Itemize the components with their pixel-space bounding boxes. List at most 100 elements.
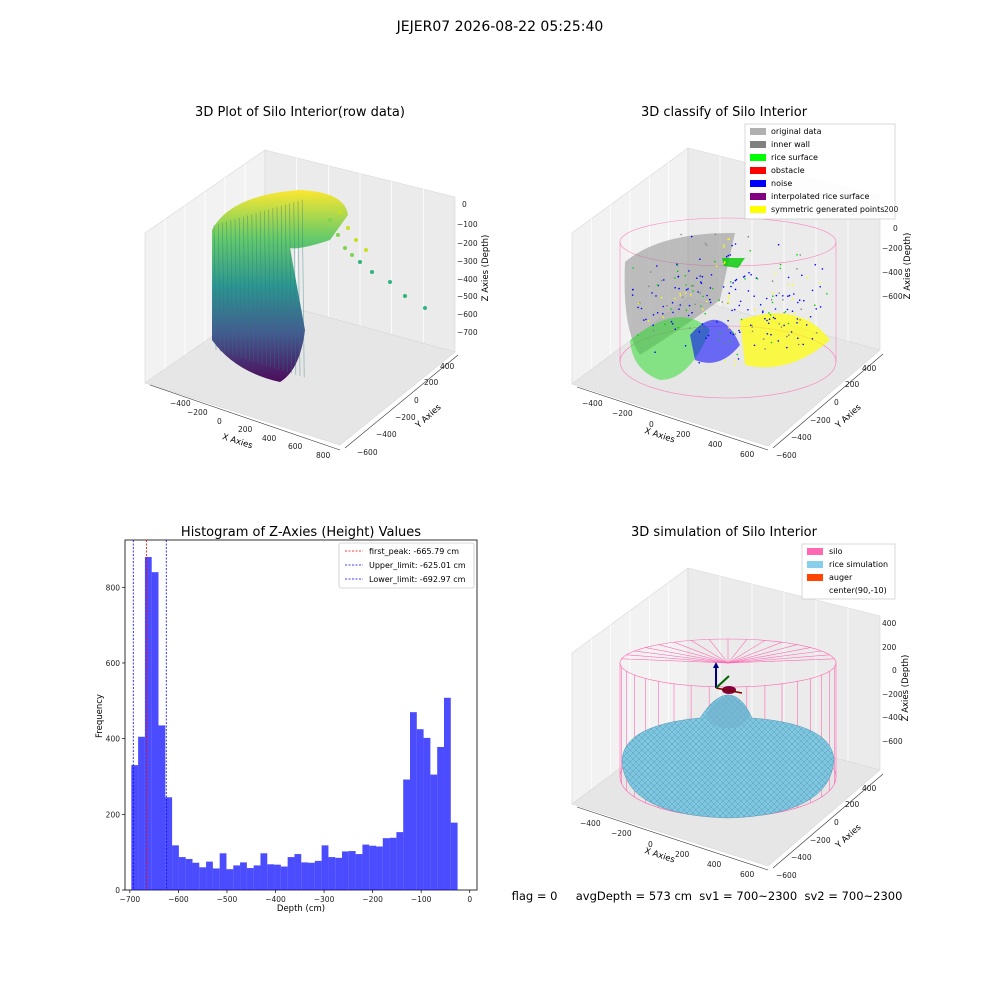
simulation-3d-xtick: 200 bbox=[675, 850, 690, 859]
histogram-x-ticks: −700 −600 −500 −400 −300 −200 −100 0 bbox=[120, 890, 472, 904]
histogram-bar bbox=[443, 697, 451, 890]
histogram-bar bbox=[240, 862, 247, 890]
raw-3d-ytick: −200 bbox=[395, 413, 416, 422]
legend-first-peak: first_peak: -665.79 cm bbox=[369, 547, 459, 556]
histogram-bar bbox=[138, 736, 145, 890]
histogram-bar bbox=[369, 845, 377, 890]
classify-3d-ytick: 200 bbox=[845, 380, 860, 389]
simulation-3d-x-tick-labels: −400 −200 0 200 400 600 bbox=[580, 819, 755, 879]
histogram-xtick-label: −600 bbox=[168, 895, 189, 904]
classify-3d-ytick: −400 bbox=[791, 433, 812, 442]
histogram-bar bbox=[416, 729, 424, 890]
histogram-xtick-label: −700 bbox=[120, 895, 141, 904]
legend-inner-wall: inner wall bbox=[771, 140, 810, 149]
simulation-3d-panel: 3D simulation of Silo Interior bbox=[571, 525, 911, 880]
histogram-panel: Histogram of Z-Axies (Height) Values −70… bbox=[95, 525, 478, 914]
histogram-bar bbox=[246, 868, 254, 890]
classify-3d-panel: 3D classify of Silo Interior orig bbox=[571, 105, 913, 460]
classify-3d-y-tick-labels: −600 −400 −200 0 200 400 bbox=[776, 364, 877, 460]
raw-3d-ytick: −600 bbox=[357, 448, 378, 457]
histogram-bar bbox=[172, 845, 179, 890]
raw-3d-title: 3D Plot of Silo Interior(row data) bbox=[195, 105, 405, 120]
classify-3d-ztick: 0 bbox=[893, 224, 898, 233]
raw-3d-ytick: 0 bbox=[414, 396, 419, 405]
raw-3d-zlabel: Z Axies (Depth) bbox=[481, 235, 491, 302]
classify-3d-ztick: −200 bbox=[882, 244, 903, 253]
simulation-3d-ytick: −600 bbox=[776, 871, 797, 880]
raw-3d-ztick: −300 bbox=[457, 257, 478, 266]
histogram-bar bbox=[274, 864, 281, 890]
legend-original-data: original data bbox=[771, 127, 822, 136]
classify-3d-ztick: −600 bbox=[882, 292, 903, 301]
raw-3d-xtick: 200 bbox=[238, 425, 253, 434]
legend-upper-limit: Upper_limit: -625.01 cm bbox=[369, 561, 466, 570]
histogram-bar bbox=[185, 858, 193, 890]
histogram-bar bbox=[158, 725, 166, 890]
classify-3d-z-tick-labels: 200 0 −200 −400 −600 bbox=[882, 205, 903, 301]
histogram-xlabel: Depth (cm) bbox=[277, 904, 325, 914]
simulation-3d-xtick: −200 bbox=[611, 829, 632, 838]
histogram-bar bbox=[403, 779, 410, 890]
raw-3d-xtick: 400 bbox=[262, 434, 277, 443]
legend-silo: silo bbox=[829, 547, 843, 556]
histogram-xtick-label: −300 bbox=[314, 895, 335, 904]
histogram-bar bbox=[409, 712, 417, 890]
simulation-3d-ztick: 200 bbox=[882, 643, 897, 652]
simulation-3d-zlabel: Z Axies (Depth) bbox=[901, 655, 911, 722]
classify-3d-ztick: 200 bbox=[884, 205, 899, 214]
classify-3d-ytick: 0 bbox=[834, 398, 839, 407]
histogram-ytick-label: 600 bbox=[106, 659, 121, 668]
raw-3d-ylabel: Y Axies bbox=[413, 402, 444, 431]
histogram-bar bbox=[382, 838, 390, 890]
raw-3d-xlabel: X Axies bbox=[221, 432, 254, 451]
legend-lower-limit: Lower_limit: -692.97 cm bbox=[369, 575, 466, 584]
legend-rice-surface: rice surface bbox=[771, 153, 818, 162]
legend-swatch-original-data bbox=[750, 128, 766, 135]
rice-simulation-surface bbox=[621, 694, 835, 819]
simulation-3d-ytick: −200 bbox=[810, 836, 831, 845]
classify-3d-x-tick-labels: −400 −200 0 200 400 600 bbox=[582, 399, 755, 459]
legend-swatch-auger bbox=[807, 574, 823, 581]
histogram-ytick-label: 800 bbox=[106, 583, 121, 592]
classify-3d-ytick: −200 bbox=[810, 416, 831, 425]
raw-3d-ztick: −500 bbox=[457, 292, 478, 301]
simulation-3d-ztick: −400 bbox=[882, 713, 903, 722]
histogram-ytick-label: 200 bbox=[106, 810, 121, 819]
simulation-3d-ztick: −600 bbox=[882, 737, 903, 746]
raw-3d-z-tick-labels: 0 −100 −200 −300 −400 −500 −600 −700 bbox=[457, 200, 478, 337]
histogram-bar bbox=[342, 851, 349, 890]
histogram-vlines bbox=[132, 540, 167, 890]
raw-3d-ytick: 400 bbox=[440, 362, 455, 371]
simulation-3d-xlabel: X Axies bbox=[643, 846, 676, 865]
histogram-bar bbox=[355, 854, 363, 890]
classify-3d-xtick: 0 bbox=[649, 420, 654, 429]
legend-swatch-rice-surface bbox=[750, 154, 766, 161]
raw-3d-ztick: −400 bbox=[457, 275, 478, 284]
raw-3d-ztick: −200 bbox=[457, 239, 478, 248]
status-line: flag = 0 avgDepth = 573 cm sv1 = 700~230… bbox=[512, 889, 903, 903]
classify-3d-ztick: −400 bbox=[882, 268, 903, 277]
histogram-bar bbox=[389, 837, 397, 890]
simulation-3d-ztick: 400 bbox=[882, 619, 897, 628]
raw-3d-xtick: −400 bbox=[170, 399, 191, 408]
simulation-3d-ytick: −400 bbox=[791, 853, 812, 862]
histogram-bar bbox=[280, 866, 288, 890]
classify-3d-xlabel: X Axies bbox=[643, 426, 676, 445]
simulation-3d-z-tick-labels: 400 200 0 −200 −400 −600 bbox=[882, 619, 903, 746]
simulation-3d-xtick: −400 bbox=[580, 819, 601, 828]
classify-3d-xtick: −400 bbox=[582, 399, 603, 408]
histogram-bar bbox=[212, 868, 220, 890]
classify-3d-title: 3D classify of Silo Interior bbox=[641, 105, 808, 120]
simulation-3d-ytick: 400 bbox=[862, 784, 877, 793]
legend-swatch-symmetric bbox=[750, 206, 766, 213]
histogram-bar bbox=[301, 862, 309, 890]
legend-swatch-silo bbox=[807, 548, 823, 555]
legend-auger: auger bbox=[829, 573, 853, 582]
simulation-3d-ztick: −200 bbox=[882, 690, 903, 699]
histogram-xtick-label: −100 bbox=[411, 895, 432, 904]
histogram-bar bbox=[396, 832, 404, 890]
classify-3d-legend: original data inner wall rice surface ob… bbox=[744, 123, 896, 220]
histogram-bars bbox=[131, 557, 458, 890]
legend-symmetric: symmetric generated points bbox=[771, 205, 884, 214]
histogram-bar bbox=[294, 854, 302, 890]
